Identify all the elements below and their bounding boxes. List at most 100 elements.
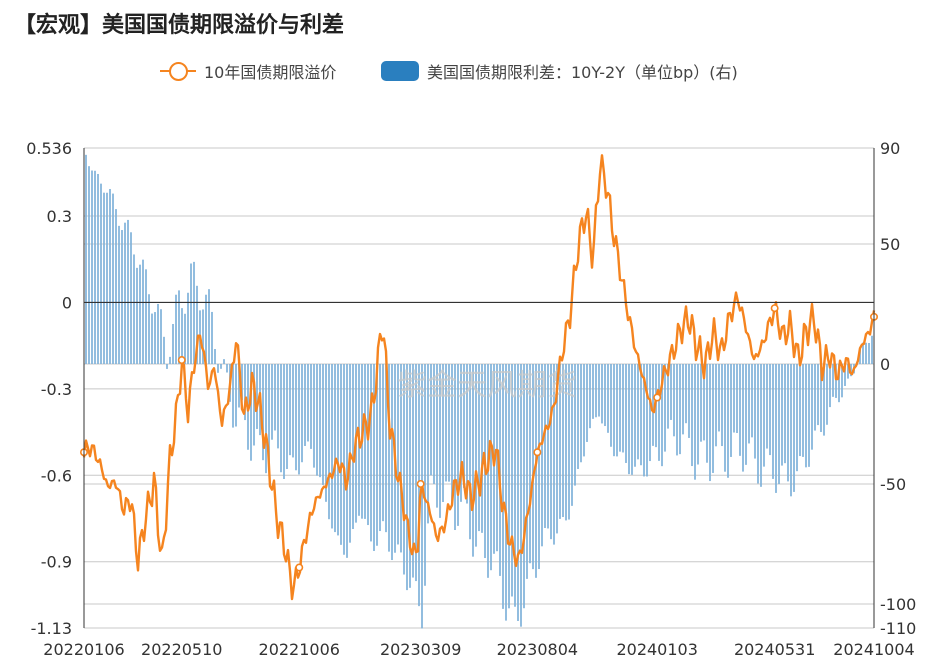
tick-label-right-y: 0 (880, 355, 890, 374)
legend-item-term-premium[interactable]: 10年国债期限溢价 (160, 58, 336, 84)
spread-bar (151, 313, 153, 364)
spread-bar (742, 364, 744, 472)
spread-bar (211, 311, 213, 364)
spread-bar (868, 343, 870, 364)
spread-bar (535, 364, 537, 578)
spread-bar (598, 364, 600, 417)
spread-bar (481, 364, 483, 533)
spread-bar (688, 364, 690, 438)
spread-bar (718, 364, 720, 432)
spread-bar (109, 189, 111, 364)
spread-bar (829, 364, 831, 408)
spread-bar (121, 230, 123, 364)
spread-bar (619, 364, 621, 452)
tick-label-x: 20220510 (141, 640, 222, 659)
spread-bar (514, 364, 516, 607)
spread-bar (649, 364, 651, 462)
spread-bar (277, 364, 279, 449)
line-marker-point (177, 356, 186, 365)
spread-bar (622, 364, 624, 453)
spread-bar (637, 364, 639, 460)
spread-bar (772, 364, 774, 479)
spread-bar (643, 364, 645, 477)
spread-bar (715, 364, 717, 447)
spread-bar (367, 364, 369, 526)
spread-bar (208, 289, 210, 364)
spread-bar (457, 364, 459, 526)
spread-bar (706, 364, 708, 463)
spread-bar (796, 364, 798, 472)
spread-bar (163, 336, 165, 364)
tick-label-left-y: -0.6 (41, 466, 72, 485)
spread-bar (730, 364, 732, 457)
spread-bar (475, 364, 477, 547)
spread-bar (454, 364, 456, 531)
spread-bar (274, 364, 276, 431)
spread-bar (679, 364, 681, 455)
spread-bar (445, 364, 447, 482)
spread-bar (319, 364, 321, 478)
spread-bar (94, 170, 96, 364)
spread-bar (337, 364, 339, 536)
spread-bar (685, 364, 687, 424)
spread-bar (601, 364, 603, 424)
spread-bar (136, 267, 138, 364)
spread-bar (628, 364, 630, 475)
spread-bar (193, 261, 195, 364)
spread-bar (508, 364, 510, 609)
spread-bar (124, 222, 126, 364)
spread-bar (421, 364, 423, 629)
spread-bar (781, 364, 783, 466)
spread-bar (502, 364, 504, 609)
legend-item-term-spread[interactable]: 美国国债期限利差：10Y-2Y（单位bp）(右) (381, 58, 738, 84)
spread-bar (172, 323, 174, 364)
spread-bar (757, 364, 759, 484)
tick-label-left-y: -0.3 (41, 380, 72, 399)
spread-bar (523, 364, 525, 609)
spread-bar (406, 364, 408, 591)
spread-bar (763, 364, 765, 467)
bar-series-spread (85, 154, 873, 629)
spread-bar (400, 364, 402, 553)
spread-bar (385, 364, 387, 533)
spread-bar (766, 364, 768, 449)
spread-bar (289, 364, 291, 456)
term-premium-line (82, 154, 876, 601)
tick-label-right-y: 90 (880, 139, 900, 158)
spread-bar (313, 364, 315, 468)
spread-bar (610, 364, 612, 447)
tick-label-right-y: -100 (880, 595, 916, 614)
spread-bar (835, 364, 837, 398)
spread-bar (202, 309, 204, 364)
spread-bar (760, 364, 762, 487)
spread-bar (580, 364, 582, 463)
spread-bar (865, 342, 867, 364)
spread-bar (292, 364, 294, 458)
spread-bar (328, 364, 330, 520)
tick-label-left-y: 0.536 (26, 139, 72, 158)
tick-label-right-y: 50 (880, 235, 900, 254)
spread-bar (808, 364, 810, 467)
spread-bar (562, 364, 564, 518)
bar-swatch-icon (381, 61, 419, 81)
spread-bar (583, 364, 585, 457)
line-marker-icon (160, 61, 196, 81)
spread-bar (820, 364, 822, 432)
spread-bar (283, 364, 285, 479)
spread-bar (352, 364, 354, 530)
spread-bar (703, 364, 705, 441)
spread-bar (511, 364, 513, 597)
spread-bar (871, 335, 873, 364)
spread-bar (403, 364, 405, 575)
spread-bar (556, 364, 558, 534)
tick-label-x: 20241004 (833, 640, 914, 659)
spread-bar (238, 364, 240, 408)
spread-bar (805, 364, 807, 468)
spread-bar (196, 285, 198, 364)
spread-bar (148, 294, 150, 364)
line-marker-point (770, 304, 779, 313)
spread-bar (577, 364, 579, 469)
spread-bar (472, 364, 474, 557)
spread-bar (373, 364, 375, 551)
tick-label-x: 20230804 (497, 640, 578, 659)
